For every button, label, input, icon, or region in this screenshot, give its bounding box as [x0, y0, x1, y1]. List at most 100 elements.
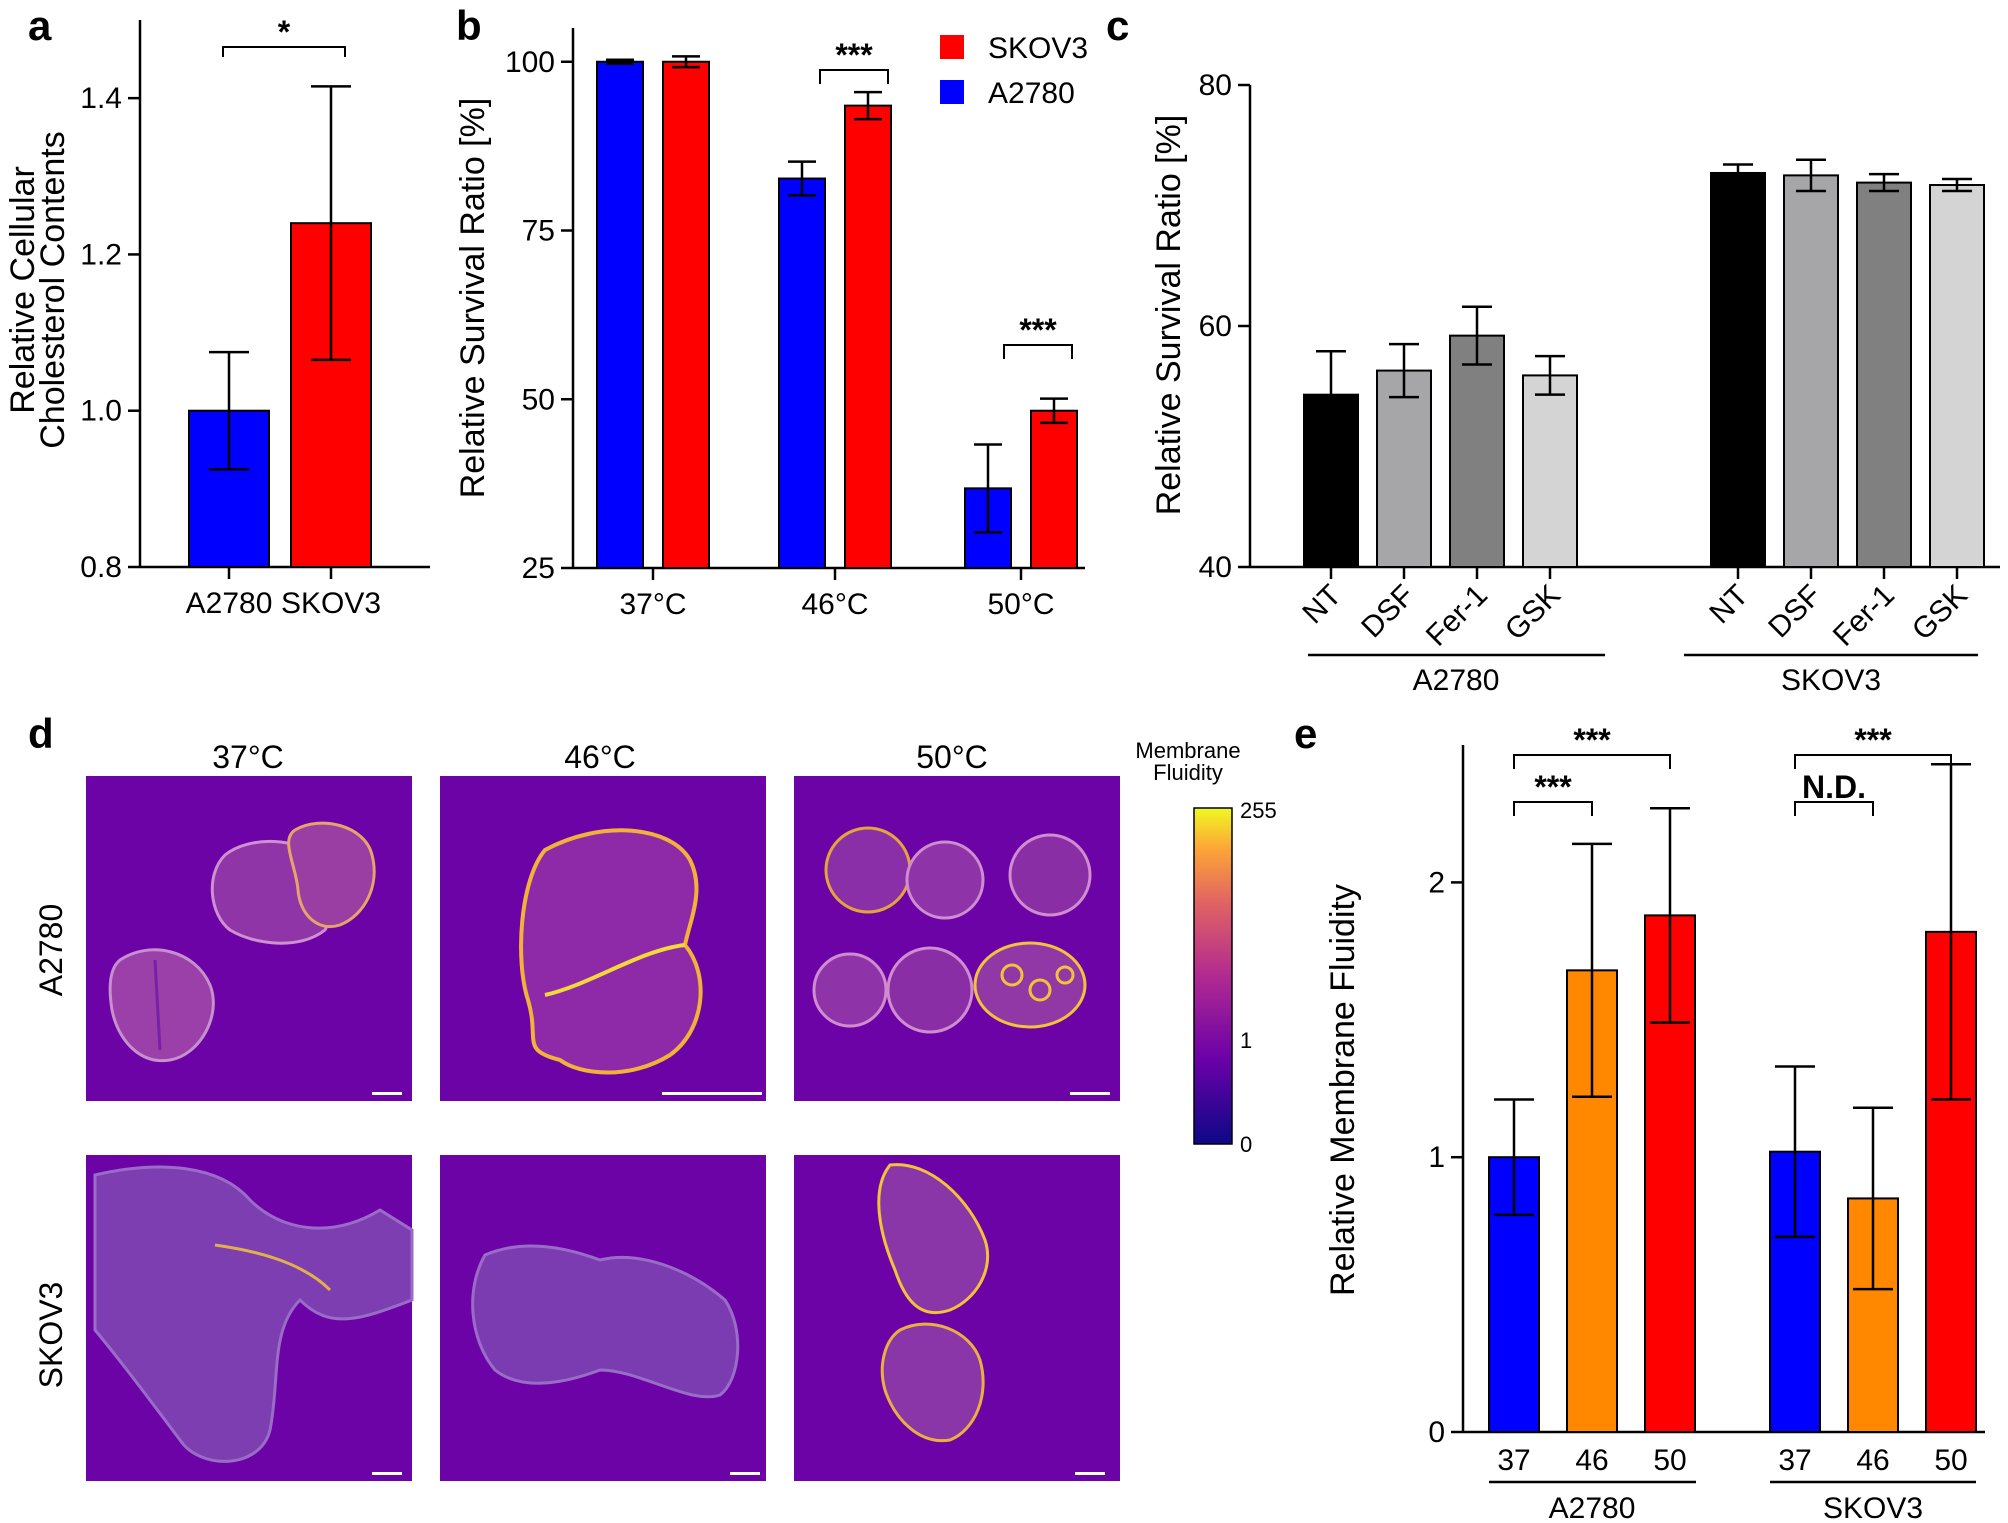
- chart-b-sig-46-bracket: [819, 69, 889, 84]
- chart-e-sig-37-50-bracket: [1513, 754, 1671, 769]
- chart-e-sig-skov-37-50-bracket: [1794, 754, 1952, 769]
- chart-b-sig-46-label: ***: [835, 37, 873, 73]
- panel-label-a: a: [28, 2, 52, 49]
- panel-label-c: c: [1106, 2, 1129, 49]
- chart-a-ytick-label: 1.4: [80, 82, 122, 115]
- chart-b-legend-swatch-0: [940, 35, 964, 59]
- micrograph-panel: 37°C 46°C 50°C A2780 SKOV3: [33, 738, 1277, 1481]
- chart-a-ytick-label: 0.8: [80, 551, 122, 584]
- chart-b-sig-50-bracket: [1003, 344, 1073, 359]
- chart-b-bar-a2780-0: [596, 60, 644, 569]
- row-label-a2780: A2780: [33, 904, 69, 997]
- chart-e-xlabel-1: 46: [1575, 1444, 1608, 1477]
- chart-c-group-label-1: SKOV3: [1781, 664, 1881, 697]
- chart-b-legend-label-1: A2780: [988, 77, 1075, 110]
- chart-b-legend-label-0: SKOV3: [988, 32, 1088, 65]
- chart-c-group-label-0: A2780: [1413, 664, 1500, 697]
- chart-e-sig-skov-37-50-label: ***: [1854, 722, 1892, 758]
- chart-c-bar-3: [1522, 374, 1578, 568]
- chart-c-bar-4: [1710, 171, 1766, 568]
- column-title-46: 46°C: [564, 739, 636, 775]
- chart-e-xlabel-3: 37: [1778, 1444, 1811, 1477]
- micrograph-skov3-37: [86, 1155, 414, 1481]
- chart-e-bar-4: [1847, 1197, 1899, 1434]
- chart-a-ylabel: Relative CellularCholesterol Contents: [4, 131, 72, 449]
- chart-b-ylabel: Relative Survival Ratio [%]: [454, 98, 492, 499]
- chart-a-xlabel-1: SKOV3: [281, 587, 381, 620]
- chart-e-sig-skov-37-46-label: N.D.: [1802, 769, 1866, 805]
- chart-c-ytick-label: 40: [1199, 551, 1232, 584]
- chart-e-xlabel-2: 50: [1653, 1444, 1686, 1477]
- chart-c-ytick-label: 60: [1199, 310, 1232, 343]
- chart-e-ytick-label: 2: [1428, 866, 1445, 899]
- chart-c-bar-2: [1449, 334, 1505, 569]
- chart-e-xlabel-4: 46: [1856, 1444, 1889, 1477]
- chart-b-ytick-label: 100: [505, 46, 555, 79]
- chart-c-xlabel-4: NT: [1703, 579, 1755, 631]
- chart-c-xlabel-0: NT: [1296, 579, 1348, 631]
- chart-b-ytick-label: 50: [522, 383, 555, 416]
- chart-c-bar-1: [1376, 369, 1432, 568]
- chart-c-bar-6: [1856, 181, 1912, 568]
- column-title-37: 37°C: [212, 739, 284, 775]
- micrograph-a2780-37: [86, 776, 412, 1101]
- chart-c-ytick-label: 80: [1199, 69, 1232, 102]
- colorbar-tick-1: 1: [1240, 1028, 1252, 1053]
- chart-b-legend-swatch-1: [940, 80, 964, 104]
- chart-a-ytick-label: 1.0: [80, 395, 122, 428]
- chart-a-ylabel-line1: Relative Cellular: [4, 166, 42, 414]
- chart-b-ytick-label: 25: [522, 552, 555, 585]
- chart-e-ylabel: Relative Membrane Fluidity: [1324, 884, 1362, 1296]
- chart-a-xlabel-0: A2780: [186, 587, 273, 620]
- micrograph-a2780-46: [440, 776, 766, 1101]
- chart-b-xlabel-0: 37°C: [619, 588, 686, 621]
- colorbar: [1193, 807, 1233, 1145]
- chart-a-sig-bracket: [222, 46, 346, 57]
- chart-b-bar-skov3-2: [1030, 409, 1078, 569]
- colorbar-tick-0: 0: [1240, 1132, 1252, 1157]
- panel-label-e: e: [1294, 710, 1317, 757]
- chart-b-bar-skov3-0: [662, 60, 710, 569]
- colorbar-tick-255: 255: [1240, 798, 1277, 823]
- chart-e-group-label-0: A2780: [1549, 1492, 1636, 1523]
- chart-b-xlabel-1: 46°C: [801, 588, 868, 621]
- chart-e-xlabel-0: 37: [1497, 1444, 1530, 1477]
- column-title-50: 50°C: [916, 739, 988, 775]
- chart-e-group-label-1: SKOV3: [1823, 1492, 1923, 1523]
- colorbar-title-line1: Membrane: [1135, 738, 1240, 763]
- panel-label-d: d: [28, 710, 54, 757]
- colorbar-title-line2: Fluidity: [1153, 760, 1223, 785]
- micrograph-skov3-46: [440, 1155, 766, 1481]
- chart-c-xlabel-6: Fer-1: [1827, 579, 1901, 653]
- chart-e-ytick-label: 1: [1428, 1141, 1445, 1174]
- chart-e-xlabel-5: 50: [1934, 1444, 1967, 1477]
- chart-e-sig-37-46-label: ***: [1534, 769, 1572, 805]
- chart-e-sig-37-46-bracket: [1513, 801, 1593, 816]
- chart-a-cholesterol: 0.8 1.0 1.2 1.4 A2780 SKOV3 * Relative Cellular…: [4, 14, 430, 620]
- chart-e-sig-37-50-label: ***: [1573, 722, 1611, 758]
- row-label-skov3: SKOV3: [33, 1282, 69, 1389]
- chart-c-xlabel-1: DSF: [1355, 579, 1421, 645]
- chart-c-xlabel-2: Fer-1: [1420, 579, 1494, 653]
- chart-c-xlabel-5: DSF: [1762, 579, 1828, 645]
- chart-b-xlabel-2: 50°C: [987, 588, 1054, 621]
- chart-a-ylabel-line2: Cholesterol Contents: [34, 131, 72, 449]
- chart-b-ytick-label: 75: [522, 215, 555, 248]
- chart-e-ytick-label: 0: [1428, 1416, 1445, 1449]
- chart-e-sig-skov-37-46-bracket: [1794, 801, 1874, 816]
- micrograph-a2780-50: [794, 776, 1120, 1101]
- chart-c-bar-5: [1783, 174, 1839, 568]
- panel-label-b: b: [456, 2, 482, 49]
- chart-c-ylabel: Relative Survival Ratio [%]: [1150, 115, 1188, 516]
- chart-a-ytick-label: 1.2: [80, 238, 122, 271]
- chart-a-sig-label: *: [278, 14, 291, 50]
- chart-b-survival: 25 50 75 100 37°C 46°C 50°C *** *** SKOV3 A2780 Rel…: [454, 28, 1088, 621]
- chart-c-xlabel-7: GSK: [1906, 579, 1974, 647]
- chart-c-bar-7: [1929, 184, 1985, 568]
- chart-b-bar-a2780-1: [778, 177, 826, 569]
- micrograph-skov3-50: [794, 1155, 1120, 1481]
- chart-c-xlabel-3: GSK: [1499, 579, 1567, 647]
